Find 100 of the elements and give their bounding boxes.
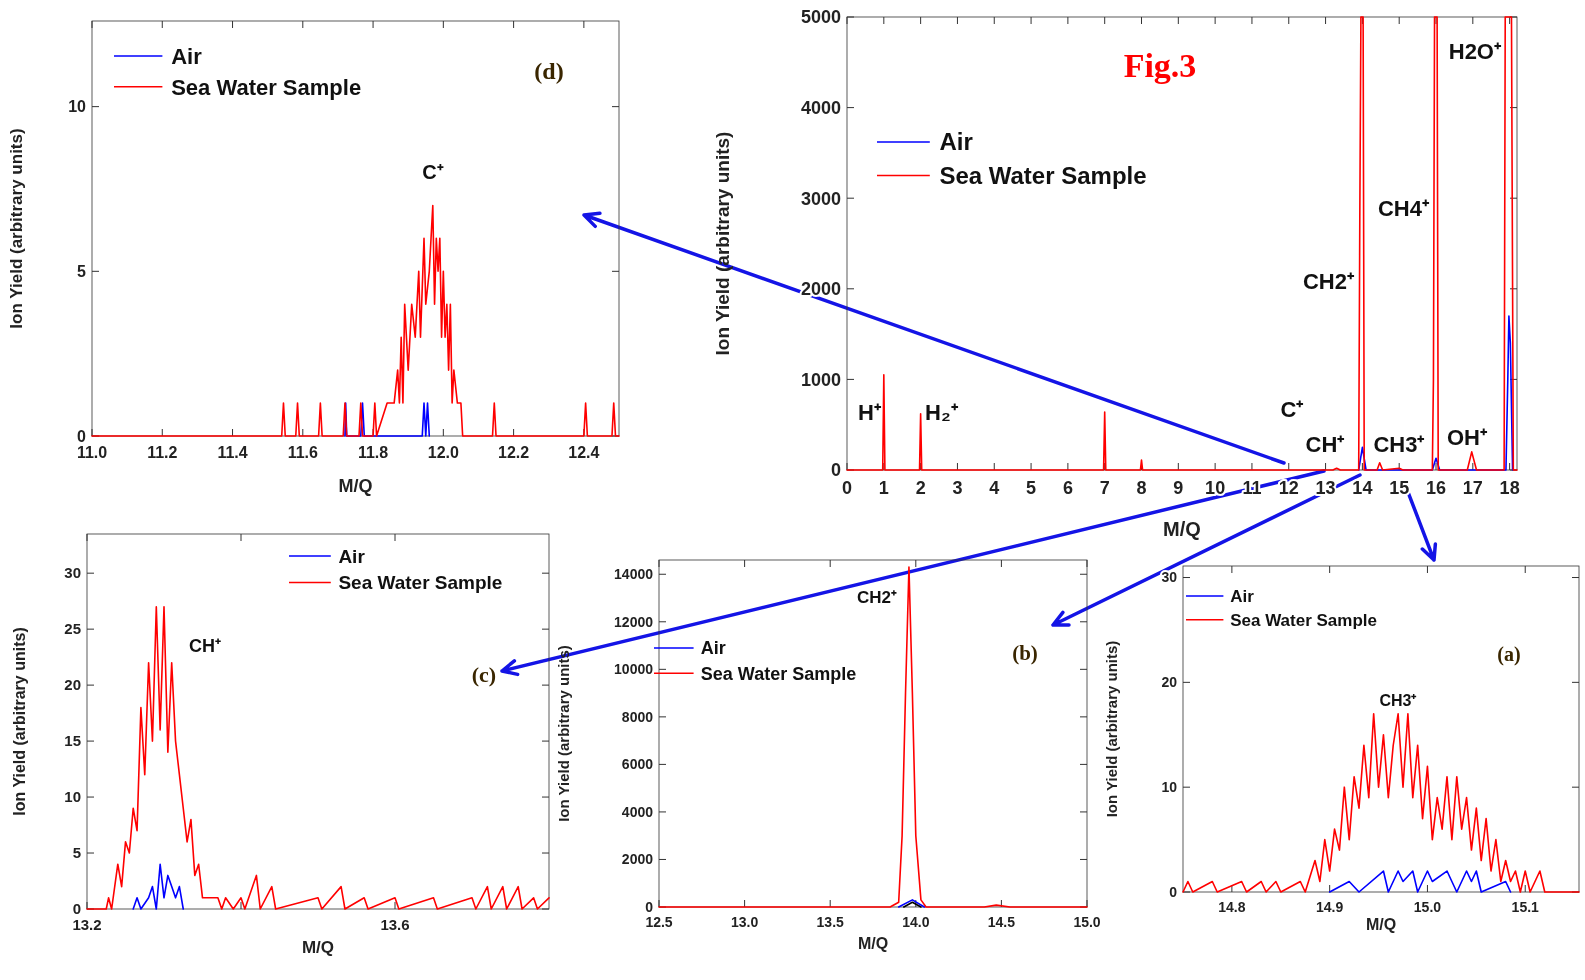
x-tick-label: 11.0 bbox=[76, 444, 108, 461]
x-tick-label: 7 bbox=[1099, 478, 1110, 498]
y-tick-label: 8000 bbox=[621, 708, 654, 725]
line-series bbox=[846, 16, 1518, 471]
annotation: C⁺ bbox=[1280, 397, 1305, 422]
y-axis-title: Ion Yield (arbitrary units) bbox=[1103, 640, 1120, 818]
y-tick-label: 2000 bbox=[800, 279, 841, 300]
annotation: CH3⁺ bbox=[1379, 692, 1418, 709]
legend-label: Air bbox=[171, 43, 203, 69]
x-tick-label: 12 bbox=[1278, 478, 1299, 498]
x-axis-title: M/Q bbox=[338, 476, 373, 496]
x-axis-title: M/Q bbox=[301, 938, 335, 957]
annotation: CH2⁺ bbox=[1302, 269, 1355, 294]
x-tick-label: 11.4 bbox=[217, 444, 248, 461]
annotation: (c) bbox=[471, 662, 497, 687]
x-tick-label: 15.1 bbox=[1511, 899, 1540, 915]
annotation: OH⁺ bbox=[1447, 425, 1488, 450]
y-tick-label: 10 bbox=[68, 98, 87, 116]
y-tick-label: 20 bbox=[1161, 674, 1178, 691]
y-tick-label: 10 bbox=[1161, 779, 1178, 796]
x-tick-label: 4 bbox=[989, 478, 1000, 498]
y-tick-label: 0 bbox=[1169, 883, 1178, 900]
y-tick-label: 14000 bbox=[614, 566, 654, 583]
y-axis-title: Ion Yield (arbitrary units) bbox=[11, 627, 28, 816]
x-tick-label: 11.6 bbox=[287, 444, 319, 461]
x-tick-label: 11.8 bbox=[357, 444, 389, 461]
x-tick-label: 14 bbox=[1352, 478, 1373, 498]
y-tick-label: 4000 bbox=[621, 803, 654, 820]
y-tick-label: 5000 bbox=[800, 7, 841, 28]
y-tick-label: 2000 bbox=[621, 851, 654, 868]
annotation: CH4⁺ bbox=[1377, 196, 1430, 221]
y-tick-label: 30 bbox=[64, 564, 81, 582]
x-tick-label: 11.2 bbox=[147, 444, 178, 461]
y-tick-label: 20 bbox=[64, 676, 81, 694]
annotation: C⁺ bbox=[422, 161, 444, 183]
annotation: (d) bbox=[534, 58, 564, 84]
legend-label: Air bbox=[1230, 586, 1255, 606]
x-axis-title: M/Q bbox=[1365, 916, 1397, 933]
x-tick-label: 14.8 bbox=[1218, 899, 1246, 915]
x-tick-label: 3 bbox=[952, 478, 963, 498]
x-tick-label: 6 bbox=[1062, 478, 1073, 498]
x-tick-label: 16 bbox=[1426, 478, 1447, 498]
x-axis-title: M/Q bbox=[857, 935, 889, 952]
y-tick-label: 0 bbox=[830, 460, 841, 481]
y-axis-title: Ion Yield (arbitrary units) bbox=[712, 131, 733, 356]
legend-label: Sea Water Sample bbox=[939, 162, 1147, 189]
legend-label: Air bbox=[338, 545, 366, 567]
x-tick-label: 12.2 bbox=[498, 444, 530, 461]
annotation: (b) bbox=[1012, 641, 1038, 665]
y-tick-label: 25 bbox=[64, 620, 81, 638]
x-tick-label: 15.0 bbox=[1413, 899, 1442, 915]
y-tick-label: 10000 bbox=[614, 661, 654, 678]
y-tick-label: 0 bbox=[77, 427, 87, 445]
x-tick-label: 13.5 bbox=[816, 914, 845, 930]
y-tick-label: 15 bbox=[64, 732, 81, 750]
y-tick-label: 3000 bbox=[800, 188, 841, 209]
x-tick-label: 17 bbox=[1462, 478, 1483, 498]
annotation: CH2⁺ bbox=[856, 588, 897, 607]
y-tick-label: 5 bbox=[72, 844, 81, 862]
legend-label: Sea Water Sample bbox=[1230, 610, 1377, 630]
x-tick-label: 12.0 bbox=[427, 444, 460, 461]
x-tick-label: 14.9 bbox=[1316, 899, 1344, 915]
x-tick-label: 12.5 bbox=[645, 914, 673, 930]
y-axis-title: Ion Yield (arbitrary units) bbox=[7, 128, 26, 329]
x-tick-label: 13.2 bbox=[72, 916, 102, 933]
x-tick-label: 10 bbox=[1205, 478, 1226, 498]
y-tick-label: 4000 bbox=[800, 97, 841, 118]
text: Fig.3 bbox=[1123, 47, 1197, 84]
annotation: (a) bbox=[1497, 643, 1521, 666]
line-series bbox=[1182, 713, 1580, 893]
annotation: CH⁺ bbox=[189, 636, 221, 656]
line-series bbox=[91, 204, 620, 437]
x-tick-label: 15 bbox=[1389, 478, 1410, 498]
y-tick-label: 5 bbox=[77, 262, 87, 280]
line-series bbox=[658, 566, 1088, 908]
annotation: H2O⁺ bbox=[1448, 39, 1502, 64]
x-tick-label: 5 bbox=[1026, 478, 1037, 498]
annotation: H⁺ bbox=[858, 400, 882, 425]
line-series bbox=[86, 605, 550, 910]
legend-label: Air bbox=[700, 638, 726, 659]
y-tick-label: 1000 bbox=[800, 369, 841, 390]
x-tick-label: 15.0 bbox=[1073, 914, 1101, 930]
legend-label: Sea Water Sample bbox=[171, 74, 362, 100]
x-tick-label: 2 bbox=[915, 478, 926, 498]
y-axis-title: Ion Yield (arbitrary units) bbox=[555, 645, 572, 822]
x-tick-label: 13.6 bbox=[380, 916, 410, 933]
legend-label: Sea Water Sample bbox=[338, 572, 503, 594]
y-tick-label: 10 bbox=[64, 788, 81, 806]
x-tick-label: 14.0 bbox=[902, 914, 930, 930]
annotation: H₂⁺ bbox=[925, 400, 959, 425]
annotation: CH3⁺ bbox=[1373, 432, 1426, 457]
legend-label: Sea Water Sample bbox=[700, 663, 857, 684]
x-tick-label: 8 bbox=[1136, 478, 1147, 498]
x-tick-label: 12.4 bbox=[568, 444, 600, 461]
x-tick-label: 18 bbox=[1499, 478, 1520, 498]
legend-label: Air bbox=[939, 128, 973, 156]
x-axis-title: M/Q bbox=[1163, 518, 1201, 540]
annotation: CH⁺ bbox=[1305, 432, 1346, 457]
x-tick-label: 14.5 bbox=[987, 914, 1016, 930]
x-tick-label: 13.0 bbox=[730, 914, 759, 930]
